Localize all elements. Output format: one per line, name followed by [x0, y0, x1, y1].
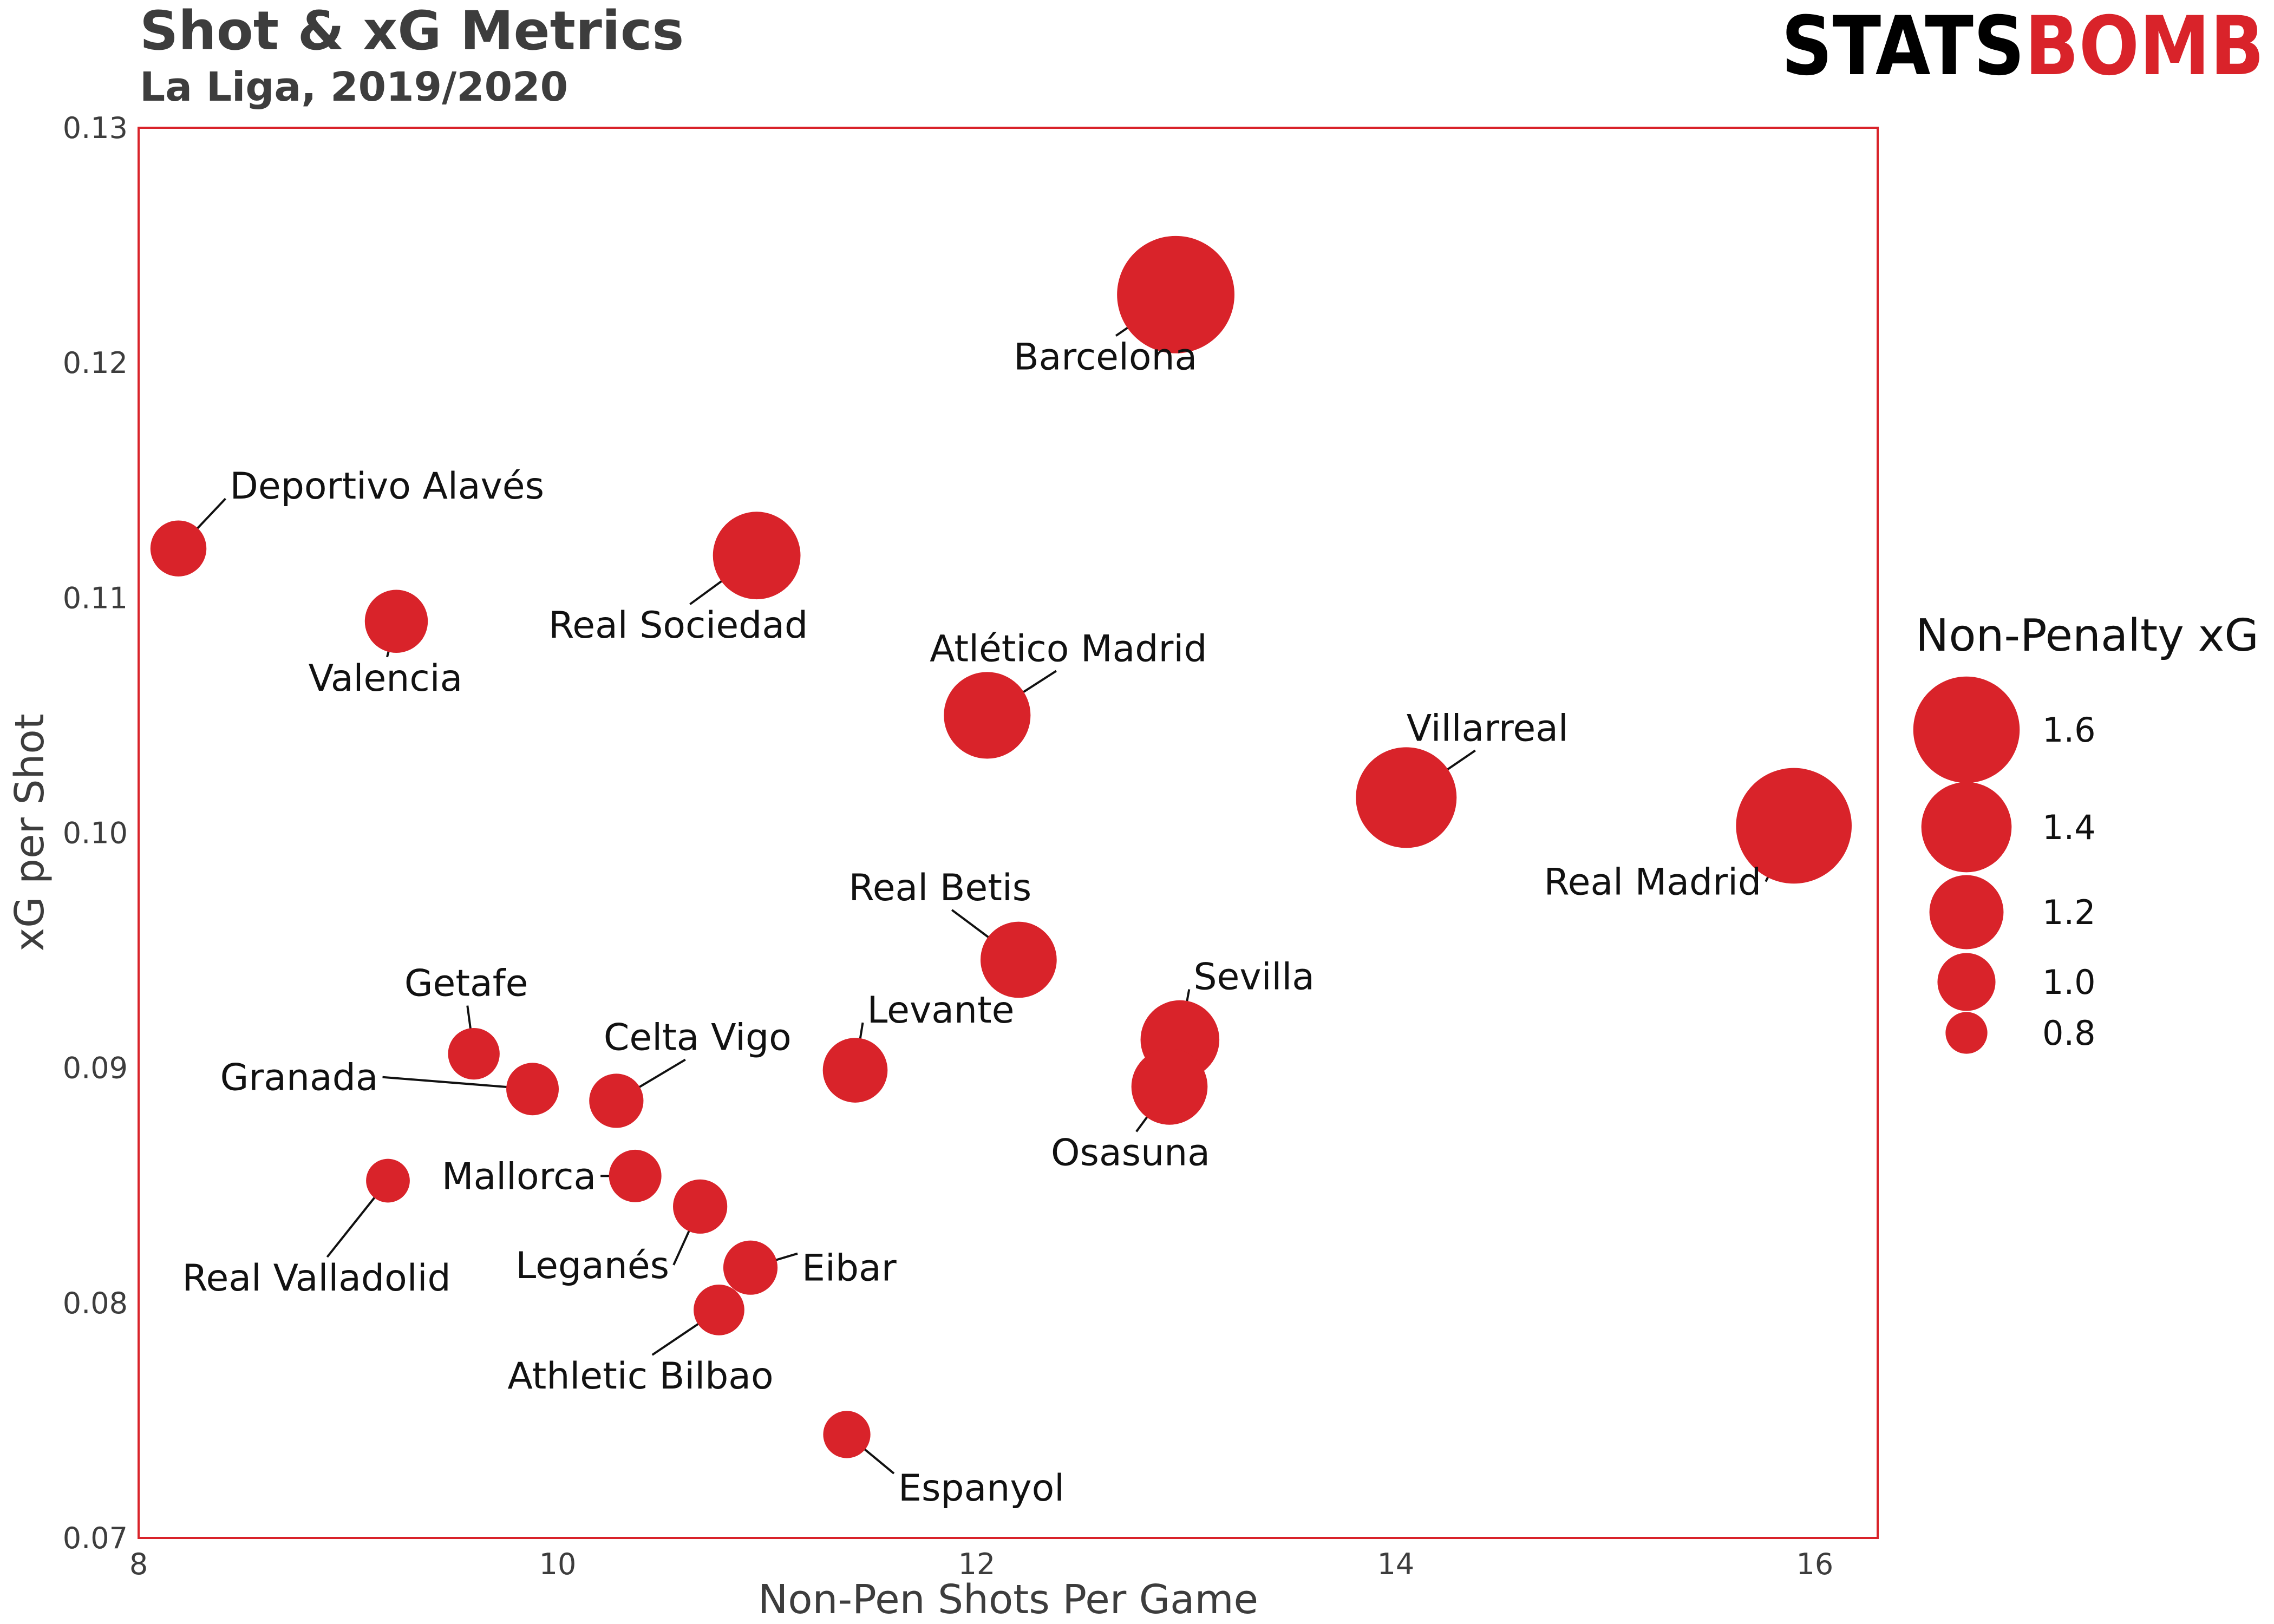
data-points — [150, 235, 1852, 1458]
data-point — [944, 672, 1031, 759]
data-point — [673, 1179, 728, 1234]
data-point — [1356, 747, 1457, 848]
data-point — [694, 1284, 744, 1335]
point-label: Celta Vigo — [604, 1016, 792, 1059]
point-label: Espanyol — [898, 1467, 1064, 1510]
legend-label: 1.4 — [2042, 808, 2096, 847]
y-tick-label: 0.08 — [63, 1286, 128, 1320]
legend-marker — [1945, 1012, 1988, 1054]
logo-bomb: BOMB — [2025, 1, 2264, 88]
logo-stats: STATS — [1781, 1, 2025, 88]
y-tick-label: 0.10 — [63, 816, 128, 850]
point-label: Atlético Madrid — [930, 627, 1207, 670]
point-label: Real Valladolid — [182, 1257, 450, 1300]
legend-label: 1.0 — [2042, 962, 2096, 1002]
data-point — [150, 520, 207, 577]
data-point — [448, 1027, 500, 1080]
point-label: Sevilla — [1193, 956, 1315, 999]
y-tick-label: 0.11 — [63, 581, 128, 615]
point-label: Real Sociedad — [548, 604, 808, 647]
x-tick-label: 12 — [958, 1547, 996, 1581]
data-point — [364, 590, 428, 653]
statsbomb-logo: STATSBOMB — [1781, 1, 2264, 88]
legend-label: 0.8 — [2042, 1013, 2096, 1053]
point-label: Villarreal — [1407, 707, 1569, 750]
y-tick-label: 0.12 — [63, 346, 128, 380]
data-point — [589, 1073, 644, 1128]
legend-marker — [1913, 676, 2020, 783]
plot-frame — [138, 127, 1879, 1539]
point-label: Osasuna — [1051, 1131, 1210, 1174]
data-point — [980, 921, 1057, 998]
data-point — [713, 512, 801, 600]
data-point — [822, 1038, 888, 1103]
point-label: Mallorca — [442, 1155, 596, 1198]
x-axis-title: Non-Pen Shots Per Game — [758, 1576, 1258, 1623]
data-point — [1131, 1049, 1208, 1125]
point-label: Barcelona — [1014, 336, 1197, 378]
data-point — [823, 1411, 871, 1458]
y-tick-label: 0.09 — [63, 1051, 128, 1085]
legend-label: 1.6 — [2042, 710, 2096, 750]
y-axis-ticks: 0.07 0.08 0.09 0.10 0.11 0.12 0.13 — [63, 111, 128, 1555]
legend-marker — [1937, 953, 1996, 1011]
chart-title: Shot & xG Metrics — [140, 0, 684, 62]
point-label: Getafe — [404, 962, 528, 1005]
data-point — [506, 1063, 559, 1116]
data-point — [366, 1158, 410, 1203]
point-label: Real Madrid — [1544, 861, 1761, 903]
legend-marker — [1929, 875, 2004, 949]
data-point — [1736, 768, 1852, 884]
x-axis-ticks: 8 10 12 14 16 — [129, 1547, 1833, 1581]
logo-text: STATSBOMB — [1781, 1, 2264, 88]
point-label: Deportivo Alavés — [230, 465, 545, 508]
point-label: Athletic Bilbao — [507, 1355, 773, 1398]
y-tick-label: 0.07 — [63, 1521, 128, 1555]
point-label: Granada — [220, 1057, 378, 1099]
point-label: Leganés — [515, 1245, 669, 1287]
x-tick-label: 16 — [1796, 1547, 1834, 1581]
point-labels: Barcelona Deportivo Alavés Real Sociedad Va… — [182, 336, 1761, 1510]
legend-label: 1.2 — [2042, 893, 2096, 932]
point-label: Levante — [867, 989, 1014, 1032]
legend-marker — [1921, 782, 2012, 873]
x-tick-label: 8 — [129, 1547, 148, 1581]
data-point — [723, 1240, 778, 1295]
legend-title: Non-Penalty xG — [1916, 610, 2259, 662]
y-tick-label: 0.13 — [63, 111, 128, 145]
point-label: Real Betis — [849, 867, 1032, 909]
data-point — [1117, 235, 1235, 353]
point-label: Eibar — [802, 1247, 897, 1290]
size-legend: Non-Penalty xG 1.6 1.4 1.2 1.0 0.8 — [1913, 610, 2259, 1054]
leader-line — [382, 1076, 521, 1089]
chart-subtitle: La Liga, 2019/2020 — [140, 64, 568, 110]
leader-line — [326, 1186, 384, 1258]
x-tick-label: 10 — [539, 1547, 577, 1581]
x-tick-label: 14 — [1377, 1547, 1415, 1581]
point-label: Valencia — [309, 657, 463, 700]
y-axis-title: xG per Shot — [6, 713, 53, 951]
data-point — [609, 1149, 662, 1202]
